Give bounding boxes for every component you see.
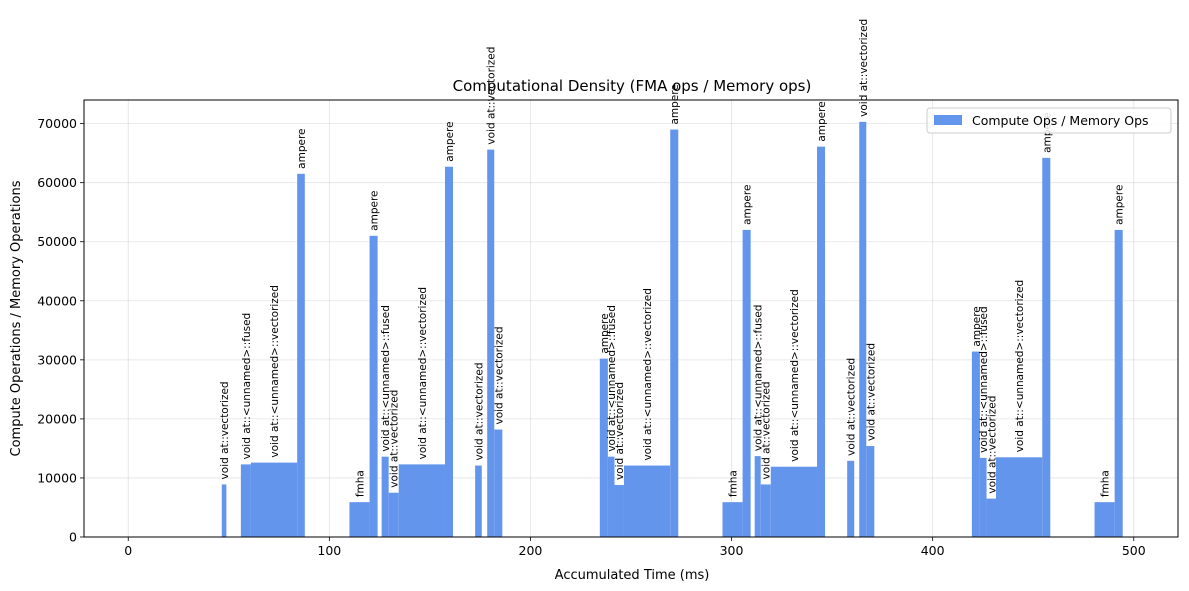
bar-label: fmha	[728, 470, 740, 497]
bar-label: fmha	[1100, 470, 1112, 497]
bar-label: void at::vectorized	[219, 381, 231, 479]
x-tick-label: 300	[720, 543, 744, 558]
y-tick-label: 50000	[37, 234, 77, 249]
x-tick-label: 100	[317, 543, 341, 558]
bar-label: void at::<unnamed>::fused	[241, 313, 253, 460]
bar-label: ampere	[296, 128, 308, 168]
bar	[722, 502, 743, 537]
bar-label: void at::<unnamed>::vectorized	[269, 285, 281, 457]
bar-label: void at::<unnamed>::vectorized	[789, 289, 801, 461]
legend: Compute Ops / Memory Ops	[926, 107, 1172, 134]
bar	[1042, 157, 1051, 537]
bar-label: void at::vectorized	[486, 47, 498, 145]
bar-label: void at::vectorized	[473, 362, 485, 460]
bar	[670, 129, 679, 537]
bar	[297, 173, 305, 537]
bar-label: void at::<unnamed>::fused	[753, 305, 765, 452]
x-tick-label: 200	[519, 543, 543, 558]
bar	[754, 456, 761, 537]
bar	[866, 446, 875, 537]
bar-label: fmha	[355, 470, 367, 497]
bar	[1094, 502, 1115, 537]
bar	[614, 485, 624, 537]
bar-label: ampere	[742, 185, 754, 225]
bar-label: ampere	[444, 121, 456, 161]
bar	[996, 457, 1043, 537]
bar-label: void at::vectorized	[493, 326, 505, 424]
bar	[859, 121, 867, 537]
bar	[388, 492, 399, 537]
x-tick-label: 500	[1122, 543, 1146, 558]
bar	[599, 358, 608, 537]
bar	[240, 464, 251, 537]
bar-label: ampere	[599, 313, 611, 353]
bar	[847, 460, 855, 537]
bar-label: ampere	[369, 190, 381, 230]
x-axis-label: Accumulated Time (ms)	[555, 568, 710, 583]
bar-label: void at::vectorized	[865, 343, 877, 441]
bar-label: void at::vectorized	[389, 390, 401, 488]
bar-label: ampere	[669, 84, 681, 124]
bar-label: ampere	[816, 101, 828, 141]
bar-label: ampere	[1114, 185, 1126, 225]
y-axis-ticks: 0 10000 20000 30000 40000 50000 60000 70000	[37, 116, 84, 545]
bars	[221, 121, 1123, 537]
x-tick-label: 0	[124, 543, 132, 558]
bar	[979, 457, 987, 537]
legend-box	[926, 107, 1172, 134]
y-tick-label: 40000	[37, 293, 77, 308]
bar	[398, 464, 445, 537]
bar-label: void at::<unnamed>::vectorized	[642, 288, 654, 460]
x-tick-label: 400	[921, 543, 945, 558]
y-tick-label: 30000	[37, 352, 77, 367]
bar	[487, 149, 495, 537]
bar-label: void at::<unnamed>::fused	[606, 305, 618, 452]
plot-frame	[83, 99, 1179, 538]
bar	[250, 462, 298, 537]
bar-label: void at::<unnamed>::vectorized	[1014, 280, 1026, 452]
bar	[971, 351, 980, 537]
bar	[760, 484, 771, 537]
bar-label: void at::vectorized	[614, 382, 626, 480]
y-tick-label: 60000	[37, 175, 77, 190]
x-axis-ticks: 0 100 200 300 400 500	[124, 537, 1146, 558]
bar	[221, 484, 227, 537]
chart-title: Computational Density (FMA ops / Memory …	[453, 77, 812, 95]
bar	[494, 429, 503, 537]
bar-label: void at::<unnamed>::fused	[380, 305, 392, 452]
y-tick-label: 0	[69, 530, 77, 545]
y-tick-label: 70000	[37, 116, 77, 131]
y-tick-label: 10000	[37, 470, 77, 485]
bar	[607, 456, 615, 537]
y-tick-label: 20000	[37, 411, 77, 426]
bar-label: void at::vectorized	[761, 381, 773, 479]
bar	[444, 166, 454, 537]
bar	[475, 465, 482, 537]
bar	[742, 229, 751, 537]
bar-label: void at::vectorized	[858, 19, 870, 117]
bar	[986, 498, 997, 537]
bar-label: void at::vectorized	[846, 358, 858, 456]
bar	[369, 235, 378, 537]
bar	[770, 466, 818, 537]
bar-label: void at::<unnamed>::fused	[978, 306, 990, 453]
legend-label: Compute Ops / Memory Ops	[972, 113, 1149, 128]
bar-label: ampere	[971, 306, 983, 346]
bar-label: void at::vectorized	[986, 396, 998, 494]
bar	[349, 502, 370, 537]
bar	[1114, 229, 1123, 537]
bar	[623, 465, 671, 537]
bar	[381, 456, 389, 537]
bar	[817, 146, 826, 537]
y-axis-label: Compute Operations / Memory Operations	[9, 180, 24, 456]
bar-label: void at::<unnamed>::vectorized	[417, 287, 429, 459]
legend-swatch	[934, 115, 962, 125]
